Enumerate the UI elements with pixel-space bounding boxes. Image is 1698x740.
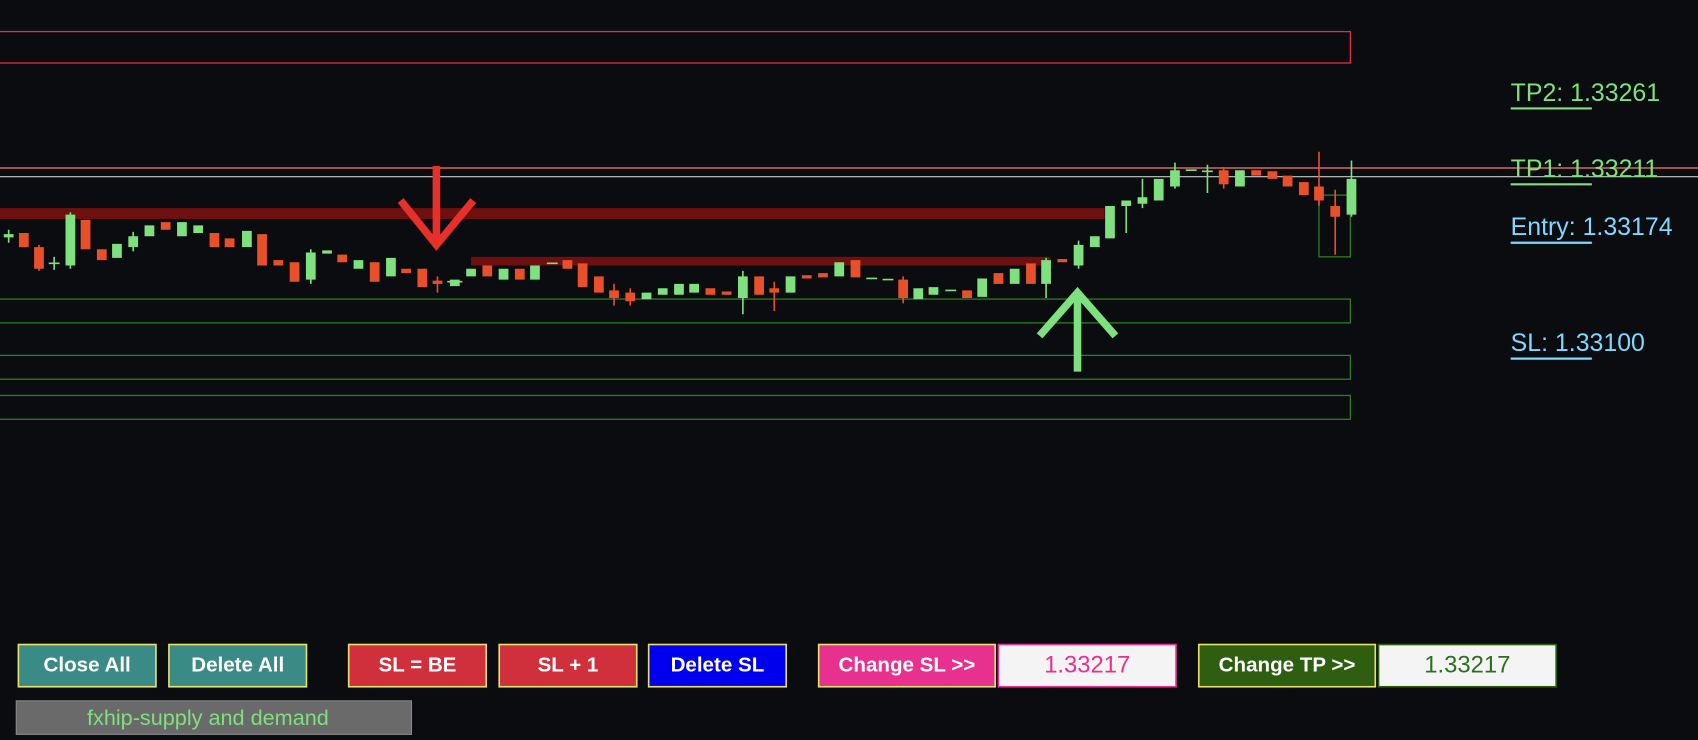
delete-sl-button[interactable]: Delete SL: [647, 643, 788, 688]
input-value: 1.33217: [1044, 651, 1130, 678]
demand-zone: [0, 354, 1352, 380]
tp-input[interactable]: 1.33217: [1377, 643, 1557, 688]
footer-text: fxhip-supply and demand: [87, 705, 329, 730]
button-label: SL + 1: [538, 654, 599, 677]
button-label: Delete SL: [671, 654, 765, 677]
delete-all-button[interactable]: Delete All: [168, 643, 308, 688]
button-label: Change TP >>: [1219, 654, 1356, 677]
sl-input[interactable]: 1.33217: [997, 643, 1177, 688]
resistance-band: [0, 208, 1105, 219]
entry-label: Entry: 1.33174: [1511, 213, 1673, 241]
input-value: 1.33217: [1424, 651, 1510, 678]
button-label: Close All: [44, 654, 131, 677]
indicator-label: fxhip-supply and demand: [15, 700, 413, 735]
tp1-label: TP1: 1.33211: [1511, 155, 1659, 183]
close-all-button[interactable]: Close All: [17, 643, 157, 688]
sl-plus-one-button[interactable]: SL + 1: [498, 643, 638, 688]
button-label: SL = BE: [379, 654, 457, 677]
sl-label: SL: 1.33100: [1511, 329, 1645, 357]
change-tp-button[interactable]: Change TP >>: [1197, 643, 1377, 688]
demand-zone: [0, 394, 1352, 420]
resistance-band: [471, 256, 1051, 266]
change-sl-button[interactable]: Change SL >>: [817, 643, 997, 688]
sl-be-button[interactable]: SL = BE: [347, 643, 488, 688]
button-label: Delete All: [191, 654, 284, 677]
buy-arrow: [1036, 286, 1119, 372]
sell-arrow: [397, 165, 477, 251]
button-label: Change SL >>: [839, 654, 976, 677]
demand-zone: [0, 298, 1352, 324]
supply-zone: [0, 30, 1352, 64]
tp2-label: TP2: 1.33261: [1511, 79, 1660, 107]
